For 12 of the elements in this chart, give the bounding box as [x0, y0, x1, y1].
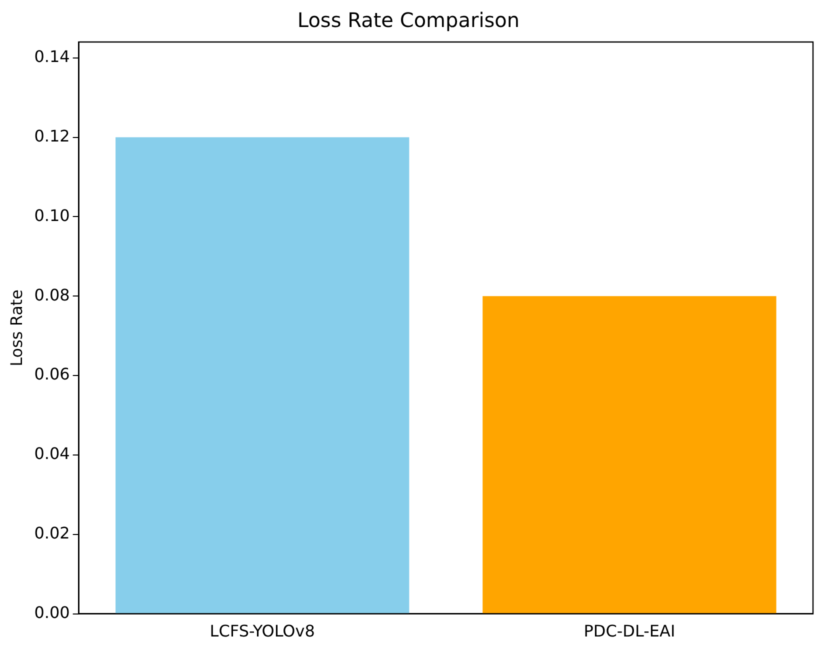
y-tick-label: 0.02	[34, 524, 70, 543]
y-tick-label: 0.10	[34, 206, 70, 225]
y-axis-title: Loss Rate	[6, 289, 26, 366]
chart-title: Loss Rate Comparison	[297, 8, 520, 32]
y-tick-label: 0.14	[34, 47, 70, 66]
y-tick-label: 0.06	[34, 364, 70, 384]
y-tick-label: 0.04	[34, 444, 70, 464]
y-tick-label: 0.08	[34, 285, 70, 304]
y-tick-label: 0.00	[34, 602, 70, 622]
x-tick-label: PDC-DL-EAI	[584, 622, 676, 641]
x-tick-label: LCFS-YOLOv8	[210, 622, 315, 641]
y-tick-label: 0.12	[34, 126, 70, 146]
